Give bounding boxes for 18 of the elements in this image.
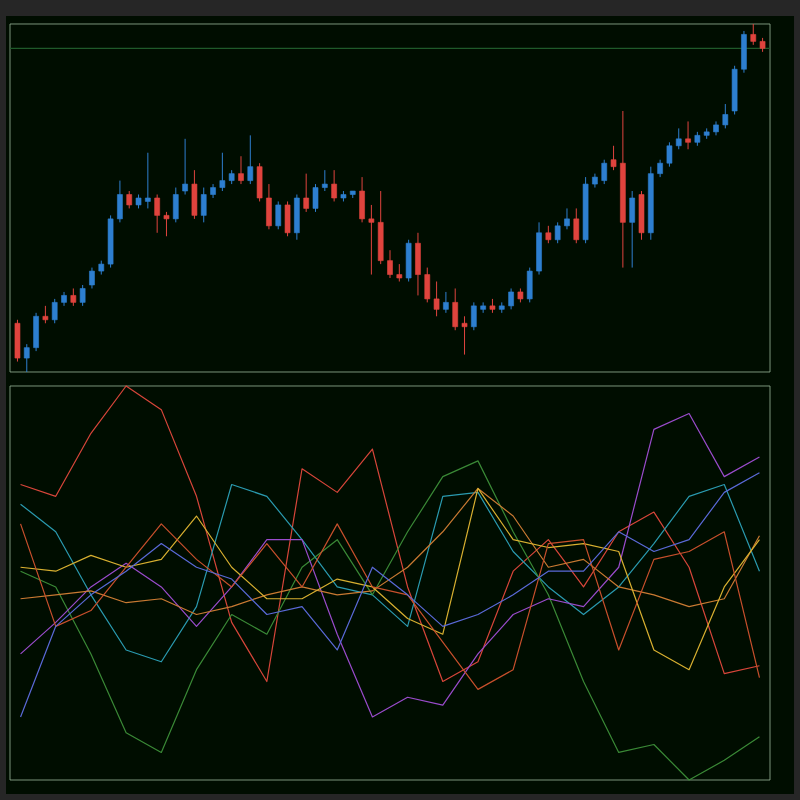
candlestick	[247, 134, 254, 185]
candlestick	[14, 319, 21, 363]
candlestick	[42, 305, 49, 324]
candlestick	[172, 187, 179, 223]
candlestick	[629, 190, 635, 269]
candlestick	[275, 200, 282, 230]
candlestick	[70, 287, 77, 307]
candlestick	[126, 190, 133, 209]
candlestick	[573, 207, 580, 244]
candlestick	[284, 200, 291, 237]
candlestick	[489, 298, 496, 314]
candlestick	[545, 225, 552, 244]
candlestick	[405, 239, 412, 283]
candlestick	[638, 190, 645, 241]
candlestick	[79, 284, 86, 307]
candlestick	[517, 287, 524, 303]
candlestick	[303, 173, 309, 213]
candlestick	[191, 169, 198, 220]
